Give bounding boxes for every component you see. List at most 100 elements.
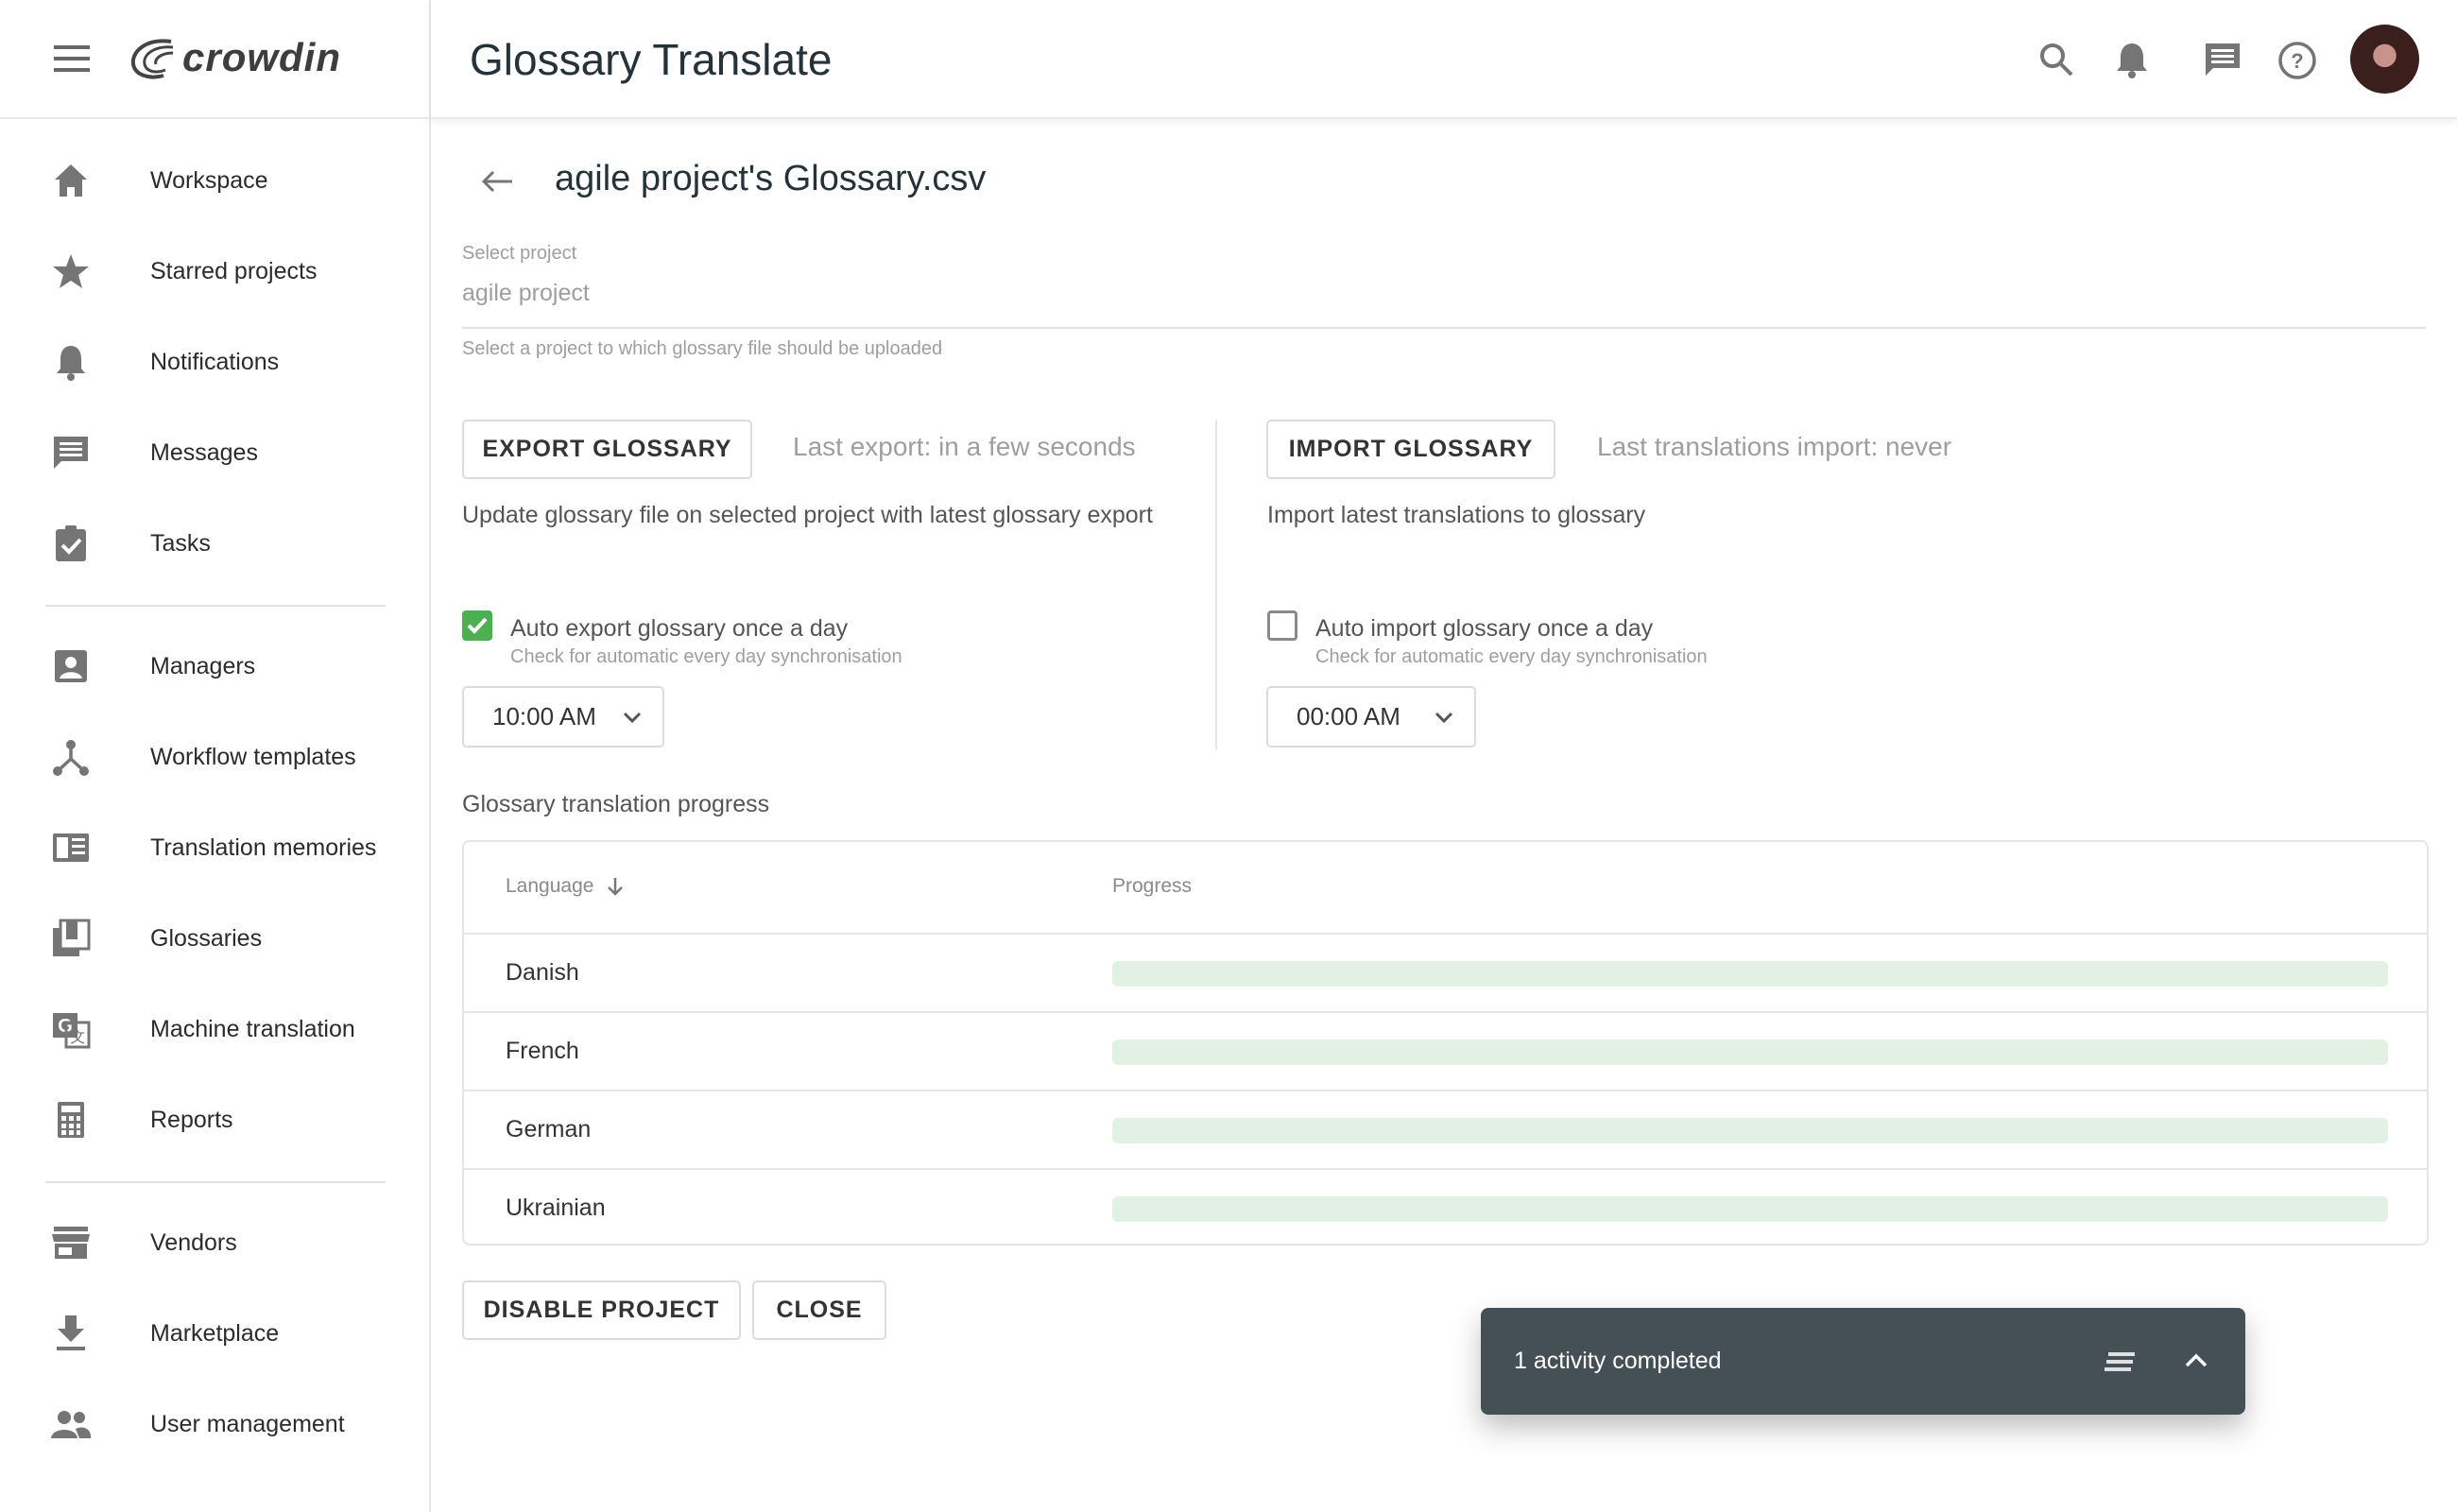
back-arrow-icon[interactable] xyxy=(480,170,514,193)
top-bar: Glossary Translate ? xyxy=(431,0,2457,119)
sidebar-item-user-management[interactable]: User management xyxy=(0,1386,429,1462)
sidebar-item-label: Marketplace xyxy=(150,1319,280,1347)
language-name: Danish xyxy=(506,959,579,986)
sidebar-item-reports[interactable]: Reports xyxy=(0,1082,429,1158)
table-row: Danish xyxy=(464,933,2427,1011)
auto-export-hint: Check for automatic every day synchronis… xyxy=(510,646,902,667)
search-icon[interactable] xyxy=(2037,41,2075,78)
table-row: Ukrainian xyxy=(464,1168,2427,1246)
sidebar-item-label: Workspace xyxy=(150,166,268,194)
sidebar-item-label: Vendors xyxy=(150,1228,237,1256)
toast-text: 1 activity completed xyxy=(1514,1348,1722,1374)
sidebar-item-notifications[interactable]: Notifications xyxy=(0,324,429,400)
manager-icon xyxy=(55,650,87,682)
sidebar-item-machine-translation[interactable]: G 文 Machine translation xyxy=(0,991,429,1067)
sidebar-divider xyxy=(45,1181,386,1183)
import-time-select[interactable]: 00:00 AM xyxy=(1266,686,1476,747)
sort-arrow-down-icon xyxy=(608,878,624,896)
people-icon xyxy=(51,1411,92,1438)
crowdin-logo-icon xyxy=(130,39,174,79)
language-name: Ukrainian xyxy=(506,1194,606,1221)
progress-bar xyxy=(1112,1196,2388,1222)
sidebar-item-starred-projects[interactable]: Starred projects xyxy=(0,233,429,309)
auto-import-hint: Check for automatic every day synchronis… xyxy=(1315,646,1708,667)
auto-export-checkbox[interactable] xyxy=(462,610,492,641)
sidebar: crowdin Workspace Starred projects Notific… xyxy=(0,0,431,1512)
progress-bar xyxy=(1112,1118,2388,1143)
table-row: German xyxy=(464,1090,2427,1168)
sidebar-item-translation-memories[interactable]: Translation memories xyxy=(0,810,429,885)
column-header-language-label: Language xyxy=(506,875,594,897)
progress-bar xyxy=(1112,1040,2388,1065)
progress-bar xyxy=(1112,961,2388,987)
checkmark-icon xyxy=(467,617,488,634)
sidebar-item-managers[interactable]: Managers xyxy=(0,628,429,704)
disable-project-button[interactable]: DISABLE PROJECT xyxy=(462,1280,741,1340)
import-time-value: 00:00 AM xyxy=(1297,702,1400,730)
close-button[interactable]: CLOSE xyxy=(752,1280,886,1340)
last-export-status: Last export: in a few seconds xyxy=(793,432,1136,461)
sidebar-item-workflow-templates[interactable]: Workflow templates xyxy=(0,719,429,795)
sidebar-item-label: Workflow templates xyxy=(150,743,356,770)
sidebar-item-label: Messages xyxy=(150,438,258,466)
download-icon xyxy=(57,1315,85,1350)
select-project-label: Select project xyxy=(462,243,577,264)
sidebar-header: crowdin xyxy=(0,0,429,119)
sidebar-item-vendors[interactable]: Vendors xyxy=(0,1205,429,1280)
messages-icon[interactable] xyxy=(2204,42,2242,77)
bell-icon[interactable] xyxy=(2115,40,2149,79)
user-avatar[interactable] xyxy=(2350,25,2419,94)
sidebar-item-label: Machine translation xyxy=(150,1015,355,1042)
sidebar-item-marketplace[interactable]: Marketplace xyxy=(0,1296,429,1371)
svg-text:?: ? xyxy=(2291,49,2303,73)
auto-import-checkbox[interactable] xyxy=(1267,610,1297,641)
language-name: French xyxy=(506,1038,579,1064)
home-icon xyxy=(55,164,87,197)
export-glossary-button[interactable]: EXPORT GLOSSARY xyxy=(462,420,752,479)
table-row: French xyxy=(464,1011,2427,1090)
sidebar-item-messages[interactable]: Messages xyxy=(0,415,429,490)
sidebar-item-label: Managers xyxy=(150,652,256,679)
activity-list-icon[interactable] xyxy=(2105,1350,2137,1373)
activity-toast: 1 activity completed xyxy=(1481,1308,2245,1415)
column-header-progress: Progress xyxy=(1112,875,1193,897)
glossary-icon xyxy=(53,919,91,956)
auto-import-label: Auto import glossary once a day xyxy=(1315,615,1654,642)
last-import-status: Last translations import: never xyxy=(1597,432,1952,461)
sidebar-item-label: Glossaries xyxy=(150,924,263,952)
calculator-icon xyxy=(58,1102,84,1138)
sidebar-item-label: Translation memories xyxy=(150,833,377,861)
hamburger-menu-icon[interactable] xyxy=(54,45,90,72)
sidebar-item-workspace[interactable]: Workspace xyxy=(0,143,429,218)
sidebar-item-label: Reports xyxy=(150,1106,233,1133)
tm-icon xyxy=(53,833,89,862)
crowdin-logo[interactable]: crowdin xyxy=(126,34,341,81)
sidebar-item-label: Starred projects xyxy=(150,257,318,284)
bell-icon xyxy=(57,346,85,381)
chevron-up-icon[interactable] xyxy=(2184,1351,2208,1368)
brand-name: crowdin xyxy=(182,35,342,79)
chevron-down-icon xyxy=(1435,712,1453,723)
star-icon xyxy=(53,254,89,288)
store-icon xyxy=(52,1227,90,1259)
section-divider xyxy=(1215,420,1217,750)
sidebar-item-glossaries[interactable]: Glossaries xyxy=(0,901,429,976)
message-icon xyxy=(54,437,88,469)
sidebar-item-tasks[interactable]: Tasks xyxy=(0,506,429,581)
translate-icon: G文 xyxy=(53,1013,91,1049)
sidebar-item-label: Tasks xyxy=(150,529,211,557)
select-project-field[interactable]: agile project xyxy=(462,280,2426,329)
sidebar-item-label: User management xyxy=(150,1410,345,1437)
column-header-language[interactable]: Language xyxy=(506,875,624,898)
import-description: Import latest translations to glossary xyxy=(1267,502,1646,528)
progress-table: Language Progress Danish French German Ukra… xyxy=(462,840,2429,1246)
sidebar-item-label: Notifications xyxy=(150,348,280,375)
file-title: agile project's Glossary.csv xyxy=(555,159,987,198)
task-icon xyxy=(56,525,86,561)
language-name: German xyxy=(506,1116,592,1143)
export-description: Update glossary file on selected project… xyxy=(462,502,1153,528)
import-glossary-button[interactable]: IMPORT GLOSSARY xyxy=(1266,420,1555,479)
help-icon[interactable]: ? xyxy=(2277,41,2317,80)
export-time-select[interactable]: 10:00 AM xyxy=(462,686,664,747)
select-project-hint: Select a project to which glossary file … xyxy=(462,338,943,359)
